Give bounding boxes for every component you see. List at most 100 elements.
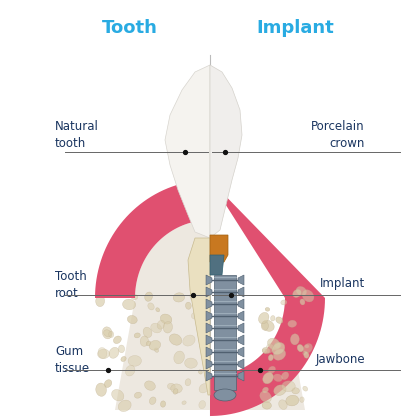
- Ellipse shape: [268, 338, 280, 350]
- Ellipse shape: [302, 351, 307, 355]
- Ellipse shape: [185, 379, 191, 386]
- Ellipse shape: [262, 320, 274, 331]
- Ellipse shape: [196, 302, 202, 308]
- Ellipse shape: [281, 300, 287, 305]
- Ellipse shape: [190, 292, 198, 302]
- Polygon shape: [115, 220, 210, 410]
- Text: Implant: Implant: [256, 19, 334, 37]
- Ellipse shape: [262, 347, 270, 354]
- Ellipse shape: [143, 327, 152, 338]
- Ellipse shape: [109, 347, 119, 358]
- Ellipse shape: [134, 392, 142, 398]
- Polygon shape: [210, 255, 224, 275]
- Ellipse shape: [302, 290, 314, 302]
- Ellipse shape: [97, 349, 110, 359]
- Ellipse shape: [96, 383, 106, 396]
- Ellipse shape: [173, 389, 178, 394]
- Polygon shape: [206, 323, 212, 333]
- Polygon shape: [238, 311, 244, 321]
- Ellipse shape: [260, 391, 271, 402]
- Ellipse shape: [127, 315, 137, 324]
- Ellipse shape: [281, 372, 289, 380]
- Ellipse shape: [101, 288, 108, 294]
- Ellipse shape: [131, 294, 138, 300]
- Ellipse shape: [96, 296, 105, 307]
- Ellipse shape: [109, 331, 114, 338]
- Polygon shape: [188, 238, 210, 395]
- Ellipse shape: [293, 289, 301, 297]
- Polygon shape: [95, 180, 210, 298]
- Polygon shape: [238, 287, 244, 297]
- Ellipse shape: [150, 397, 156, 404]
- Polygon shape: [238, 371, 244, 381]
- Ellipse shape: [118, 400, 131, 412]
- Polygon shape: [210, 220, 305, 410]
- Ellipse shape: [291, 334, 299, 345]
- Ellipse shape: [160, 314, 172, 324]
- Ellipse shape: [300, 397, 304, 402]
- Ellipse shape: [160, 401, 165, 407]
- Ellipse shape: [262, 387, 268, 393]
- Ellipse shape: [98, 347, 107, 358]
- Ellipse shape: [300, 299, 305, 305]
- Ellipse shape: [191, 312, 200, 319]
- Ellipse shape: [262, 349, 267, 353]
- Ellipse shape: [199, 383, 209, 393]
- Polygon shape: [210, 180, 325, 416]
- Ellipse shape: [292, 388, 299, 394]
- Polygon shape: [206, 359, 212, 369]
- Text: Gum
tissue: Gum tissue: [55, 345, 90, 375]
- Ellipse shape: [273, 349, 286, 360]
- Polygon shape: [238, 323, 244, 333]
- Ellipse shape: [282, 381, 295, 392]
- Ellipse shape: [265, 307, 270, 311]
- Text: Porcelain
crown: Porcelain crown: [311, 120, 365, 150]
- Ellipse shape: [171, 384, 182, 393]
- Ellipse shape: [261, 321, 268, 330]
- Ellipse shape: [265, 344, 274, 353]
- Ellipse shape: [104, 330, 111, 337]
- Ellipse shape: [183, 335, 195, 346]
- Polygon shape: [206, 347, 212, 357]
- Ellipse shape: [156, 308, 160, 312]
- Ellipse shape: [288, 320, 297, 327]
- Polygon shape: [206, 311, 212, 321]
- Polygon shape: [206, 275, 212, 285]
- Ellipse shape: [303, 344, 312, 353]
- Ellipse shape: [144, 381, 155, 390]
- Ellipse shape: [199, 401, 206, 409]
- Ellipse shape: [262, 402, 271, 409]
- Ellipse shape: [274, 385, 286, 395]
- Text: Natural
tooth: Natural tooth: [55, 120, 99, 150]
- Ellipse shape: [268, 354, 273, 361]
- Ellipse shape: [173, 293, 185, 302]
- Ellipse shape: [151, 323, 162, 333]
- Ellipse shape: [214, 389, 236, 401]
- Text: Tooth: Tooth: [102, 19, 158, 37]
- Ellipse shape: [276, 317, 283, 323]
- Polygon shape: [210, 65, 242, 238]
- Ellipse shape: [268, 366, 276, 373]
- Polygon shape: [206, 371, 212, 381]
- Polygon shape: [206, 287, 212, 297]
- Ellipse shape: [303, 386, 308, 391]
- Ellipse shape: [149, 340, 160, 350]
- Polygon shape: [214, 275, 236, 390]
- Ellipse shape: [163, 321, 173, 333]
- Ellipse shape: [304, 352, 309, 358]
- Ellipse shape: [263, 373, 273, 384]
- Ellipse shape: [148, 303, 154, 310]
- Polygon shape: [238, 299, 244, 309]
- Ellipse shape: [286, 395, 299, 406]
- Polygon shape: [206, 335, 212, 345]
- Ellipse shape: [113, 336, 121, 344]
- Ellipse shape: [182, 401, 186, 404]
- Ellipse shape: [274, 343, 281, 348]
- Polygon shape: [210, 235, 228, 262]
- Polygon shape: [238, 359, 244, 369]
- Ellipse shape: [169, 334, 182, 345]
- Ellipse shape: [146, 341, 151, 346]
- Text: Tooth
root: Tooth root: [55, 270, 87, 300]
- Text: Implant: Implant: [320, 276, 365, 289]
- Ellipse shape: [102, 327, 112, 339]
